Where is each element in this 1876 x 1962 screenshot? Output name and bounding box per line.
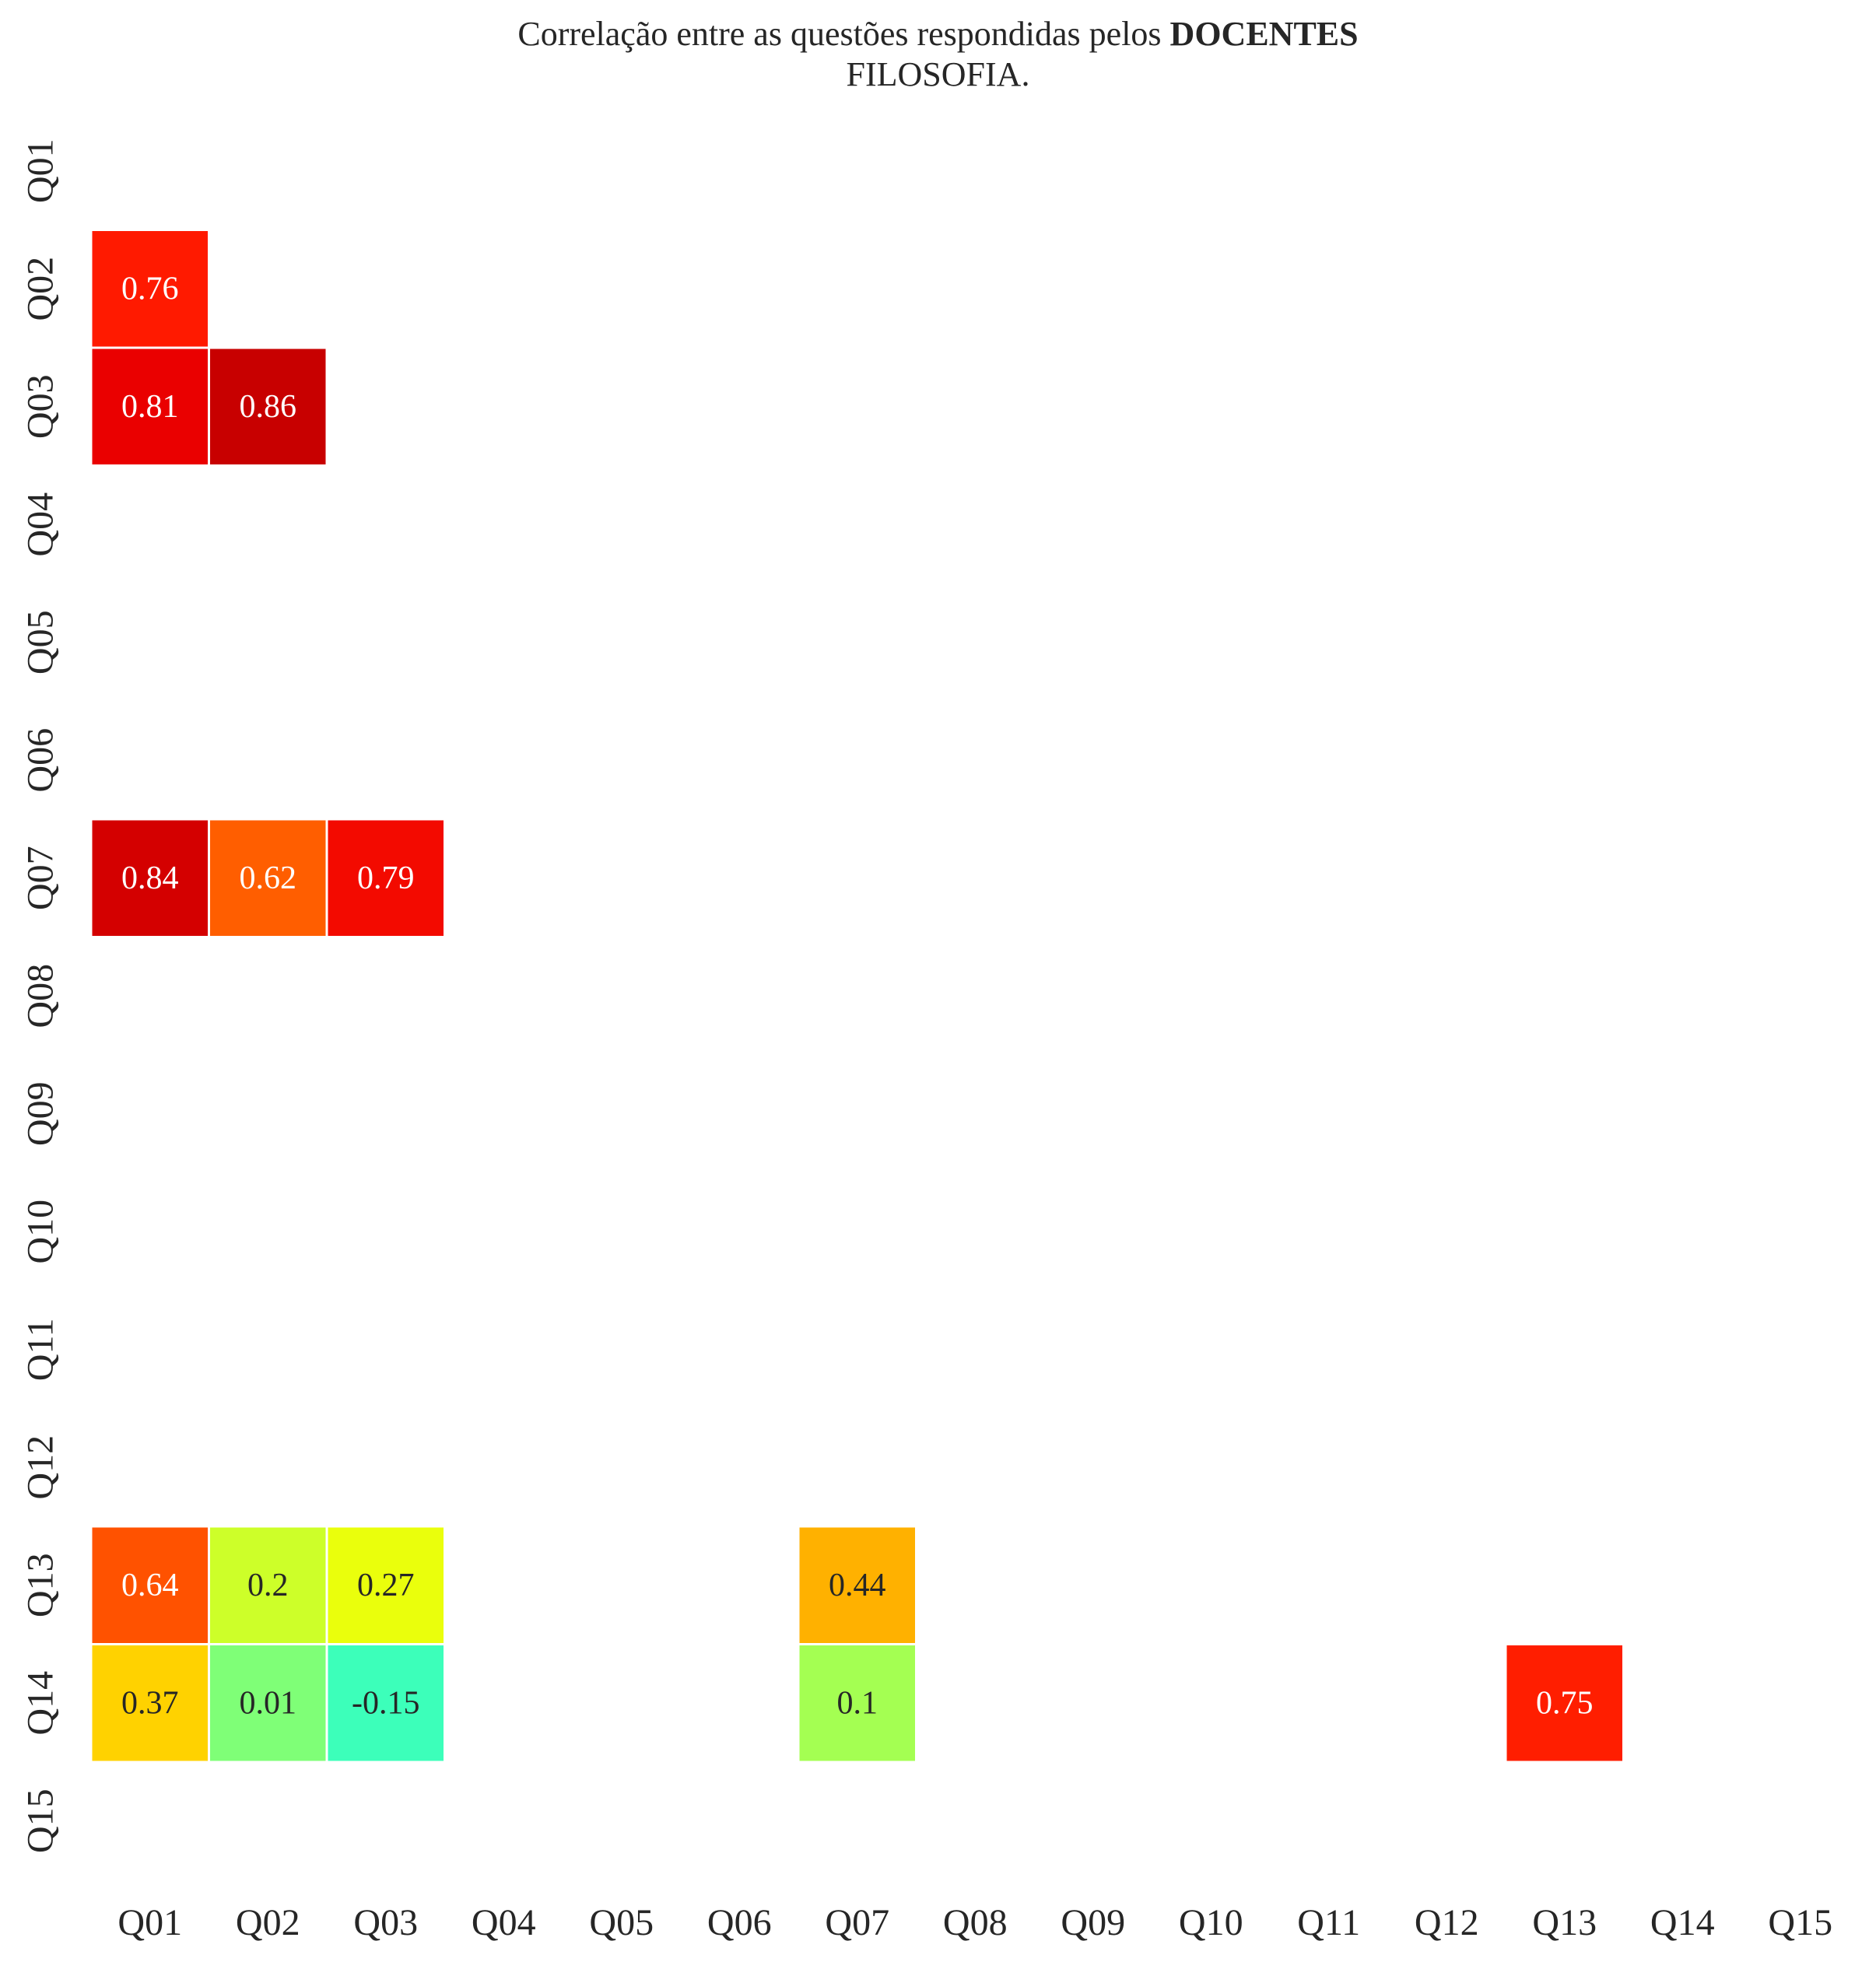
heatmap-cell-rect — [92, 349, 208, 464]
heatmap-cell-q07-q01: 0.84 — [92, 820, 208, 936]
heatmap-cell-value: 0.86 — [240, 389, 297, 425]
x-tick-label-q02: Q02 — [236, 1902, 300, 1943]
heatmap-cell-q14-q13: 0.75 — [1506, 1645, 1622, 1761]
heatmap-cell-value: 0.01 — [240, 1685, 297, 1721]
y-tick-label-q05: Q05 — [20, 610, 61, 674]
heatmap-cell-value: 0.62 — [240, 860, 297, 896]
heatmap-cell-rect — [210, 820, 326, 936]
y-tick-label-q13: Q13 — [20, 1553, 61, 1617]
heatmap-cell-rect — [210, 1645, 326, 1761]
y-axis-tick-labels: Q01 Q02 Q03 Q04 Q05 Q06 Q07 Q08 Q09 Q10 Q11 Q12 Q13 Q… — [20, 138, 61, 1853]
y-tick-label-q04: Q04 — [20, 492, 61, 557]
heatmap-cell-rect — [92, 1527, 208, 1643]
heatmap-cell-value: 0.64 — [121, 1568, 179, 1603]
y-tick-label-q02: Q02 — [20, 257, 61, 321]
heatmap-cell-q07-q02: 0.62 — [210, 820, 326, 936]
heatmap-cell-value: -0.15 — [352, 1685, 420, 1721]
x-tick-label-q03: Q03 — [353, 1902, 418, 1943]
x-tick-label-q08: Q08 — [943, 1902, 1008, 1943]
x-tick-label-q07: Q07 — [825, 1902, 889, 1943]
heatmap-cell-q14-q01: 0.37 — [92, 1645, 208, 1761]
heatmap-cell-q13-q01: 0.64 — [92, 1527, 208, 1643]
heatmap-cell-rect — [92, 1645, 208, 1761]
x-tick-label-q12: Q12 — [1415, 1902, 1479, 1943]
y-tick-label-q07: Q07 — [20, 846, 61, 910]
chart-title-main: Correlação entre as questões respondidas… — [0, 14, 1876, 54]
chart-title-bold-part: DOCENTES — [1169, 15, 1359, 53]
heatmap-cell-value: 0.81 — [121, 389, 179, 425]
heatmap-cells: 0.76 0.81 0.86 0.84 0.62 0.79 0.64 0.2 0.27 0.44 0… — [92, 231, 1622, 1761]
heatmap-cell-q13-q07: 0.44 — [799, 1527, 915, 1643]
y-tick-label-q08: Q08 — [20, 964, 61, 1028]
y-tick-label-q14: Q14 — [20, 1671, 61, 1736]
heatmap-cell-value: 0.76 — [121, 271, 179, 307]
heatmap-cell-rect — [92, 820, 208, 936]
heatmap-cell-q03-q02: 0.86 — [210, 349, 326, 464]
y-tick-label-q03: Q03 — [20, 374, 61, 439]
heatmap-cell-rect — [799, 1645, 915, 1761]
heatmap-cell-rect — [210, 1527, 326, 1643]
x-tick-label-q04: Q04 — [472, 1902, 536, 1943]
heatmap-cell-q14-q02: 0.01 — [210, 1645, 326, 1761]
heatmap-cell-value: 0.2 — [247, 1568, 289, 1603]
x-tick-label-q09: Q09 — [1061, 1902, 1125, 1943]
y-tick-label-q01: Q01 — [20, 138, 61, 203]
y-tick-label-q06: Q06 — [20, 728, 61, 793]
heatmap-cell-rect — [328, 820, 444, 936]
heatmap-cell-value: 0.75 — [1536, 1685, 1594, 1721]
heatmap-cell-value: 0.27 — [357, 1568, 415, 1603]
heatmap-cell-rect — [328, 1527, 444, 1643]
x-tick-label-q01: Q01 — [117, 1902, 182, 1943]
heatmap-cell-q02-q01: 0.76 — [92, 231, 208, 347]
x-tick-label-q15: Q15 — [1768, 1902, 1832, 1943]
x-axis-tick-labels: Q01 Q02 Q03 Q04 Q05 Q06 Q07 Q08 Q09 Q10 Q11 Q12 Q13 Q… — [117, 1902, 1832, 1943]
chart-title: Correlação entre as questões respondidas… — [0, 14, 1876, 95]
heatmap-cell-q14-q03: -0.15 — [328, 1645, 444, 1761]
heatmap-cell-q13-q03: 0.27 — [328, 1527, 444, 1643]
heatmap-cell-value: 0.79 — [357, 860, 415, 896]
y-tick-label-q11: Q11 — [20, 1318, 61, 1381]
chart-title-part: Correlação entre as questões respondidas… — [517, 15, 1170, 53]
heatmap-cell-rect — [799, 1527, 915, 1643]
heatmap-cell-rect — [210, 349, 326, 464]
y-tick-label-q10: Q10 — [20, 1200, 61, 1264]
x-tick-label-q10: Q10 — [1179, 1902, 1243, 1943]
heatmap-cell-q07-q03: 0.79 — [328, 820, 444, 936]
x-tick-label-q06: Q06 — [707, 1902, 772, 1943]
y-tick-label-q09: Q09 — [20, 1081, 61, 1146]
x-tick-label-q11: Q11 — [1297, 1902, 1360, 1943]
y-tick-label-q12: Q12 — [20, 1435, 61, 1500]
x-tick-label-q13: Q13 — [1532, 1902, 1597, 1943]
x-tick-label-q14: Q14 — [1650, 1902, 1715, 1943]
heatmap-cell-value: 0.44 — [829, 1568, 886, 1603]
heatmap-cell-rect — [328, 1645, 444, 1761]
x-tick-label-q05: Q05 — [589, 1902, 654, 1943]
heatmap-cell-rect — [92, 231, 208, 347]
heatmap-cell-value: 0.37 — [121, 1685, 179, 1721]
heatmap-cell-value: 0.1 — [837, 1685, 878, 1721]
heatmap-cell-rect — [1506, 1645, 1622, 1761]
heatmap-cell-q14-q07: 0.1 — [799, 1645, 915, 1761]
y-tick-label-q15: Q15 — [20, 1789, 61, 1853]
heatmap-cell-value: 0.84 — [121, 860, 179, 896]
heatmap-cell-q13-q02: 0.2 — [210, 1527, 326, 1643]
heatmap-cell-q03-q01: 0.81 — [92, 349, 208, 464]
chart-subtitle: FILOSOFIA. — [846, 55, 1030, 93]
